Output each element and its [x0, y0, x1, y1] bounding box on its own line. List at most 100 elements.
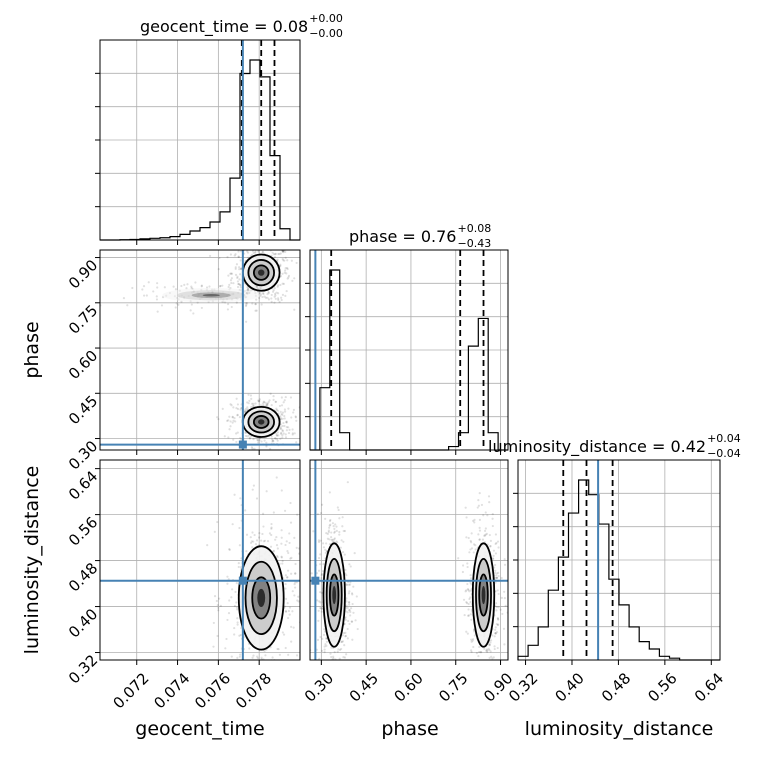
sample-point	[467, 608, 470, 611]
sample-point	[280, 536, 283, 539]
sample-point	[226, 308, 230, 311]
sample-point	[287, 653, 290, 656]
sample-point	[271, 290, 275, 293]
sample-point	[246, 250, 249, 253]
sample-point	[489, 545, 492, 548]
sample-point	[345, 583, 348, 587]
sample-point	[174, 288, 178, 291]
sample-point	[348, 563, 351, 566]
sample-point	[469, 574, 472, 577]
histogram-luminosity_distance	[517, 479, 720, 661]
sample-point	[279, 417, 283, 421]
sample-point	[265, 236, 267, 238]
sample-point	[336, 650, 339, 653]
sample-point	[351, 602, 354, 606]
sample-point	[254, 302, 257, 306]
sample-point	[262, 404, 265, 407]
sample-point	[190, 303, 193, 306]
sample-point	[469, 581, 472, 584]
sample-point	[344, 635, 347, 638]
sample-point	[230, 272, 234, 275]
sample-point	[284, 395, 287, 399]
sample-point	[301, 276, 303, 278]
sample-point	[333, 538, 336, 541]
sample-point	[239, 408, 242, 411]
sample-point	[189, 309, 192, 312]
sample-point	[349, 614, 352, 617]
sample-point	[277, 647, 280, 651]
density-level	[257, 588, 266, 607]
sample-point	[232, 406, 235, 409]
sample-point	[478, 538, 481, 541]
sample-point	[465, 601, 469, 605]
sample-point	[265, 490, 268, 493]
sample-point	[279, 252, 282, 255]
sample-point	[286, 266, 289, 270]
sample-point	[343, 553, 346, 556]
sample-point	[233, 254, 236, 257]
sample-point	[238, 634, 241, 637]
sample-point	[269, 237, 271, 239]
sample-point	[320, 574, 323, 577]
sample-point	[282, 282, 285, 285]
sample-point	[284, 610, 288, 613]
hist-panel-geocent_time: geocent_time = 0.08 +0.00 −0.00	[95, 12, 343, 245]
sample-point	[234, 266, 237, 269]
sample-point	[208, 285, 211, 288]
sample-point	[317, 539, 321, 542]
contour-line	[244, 560, 278, 636]
sample-point	[235, 440, 238, 444]
sample-point	[494, 632, 497, 635]
sample-point	[281, 436, 284, 439]
sample-point	[286, 259, 289, 262]
sample-point	[472, 519, 475, 522]
sample-point	[252, 405, 255, 408]
sample-point	[503, 596, 506, 600]
sample-point	[336, 661, 338, 663]
sample-point	[463, 613, 466, 617]
sample-point	[257, 441, 260, 444]
sample-point	[254, 241, 256, 243]
sample-point	[347, 592, 351, 595]
sample-point	[348, 583, 352, 586]
sample-point	[215, 599, 218, 603]
sample-point	[243, 409, 246, 412]
sample-point	[281, 559, 284, 563]
sample-point	[486, 664, 488, 666]
sample-point	[267, 290, 270, 294]
sample-point	[274, 400, 278, 403]
sample-point	[262, 247, 264, 249]
sample-point	[236, 285, 240, 289]
sample-point	[280, 404, 284, 407]
sample-point	[466, 582, 469, 586]
sample-point	[259, 404, 263, 407]
sample-point	[338, 533, 341, 536]
sample-point	[484, 533, 487, 536]
sample-point	[280, 529, 283, 532]
sample-point	[464, 590, 467, 593]
sample-point	[284, 250, 287, 254]
sample-point	[247, 434, 250, 437]
sample-point	[347, 583, 350, 586]
sample-point	[336, 673, 338, 675]
contour-line	[247, 410, 275, 434]
sample-point	[335, 687, 337, 689]
sample-point	[503, 558, 506, 561]
sample-point	[281, 429, 284, 432]
sample-point	[466, 632, 469, 635]
sample-point	[488, 501, 491, 504]
sample-point	[353, 552, 356, 555]
sample-point	[286, 277, 289, 280]
sample-point	[239, 633, 242, 637]
sample-point	[227, 274, 230, 277]
sample-point	[277, 409, 280, 412]
sample-point	[332, 655, 335, 658]
sample-point	[282, 250, 285, 253]
sample-point	[496, 670, 498, 672]
sample-point	[265, 445, 268, 448]
sample-point	[497, 664, 499, 666]
sample-point	[473, 630, 476, 633]
sample-point	[319, 539, 322, 542]
sample-point	[289, 521, 293, 524]
sample-point	[297, 547, 300, 550]
